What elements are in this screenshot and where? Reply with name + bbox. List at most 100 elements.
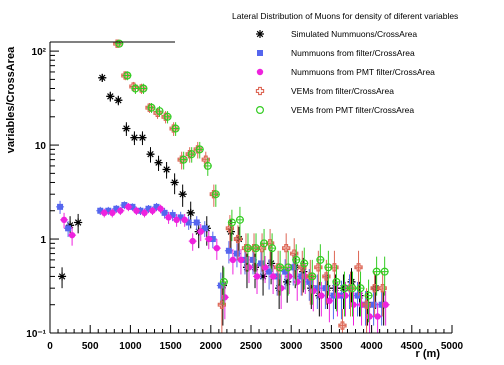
data-point bbox=[276, 250, 285, 296]
data-point bbox=[370, 271, 379, 317]
data-point bbox=[106, 91, 115, 102]
y-tick-label: 10² bbox=[32, 47, 47, 58]
data-point bbox=[196, 223, 205, 242]
data-point bbox=[160, 207, 169, 219]
data-point bbox=[252, 233, 261, 272]
data-point bbox=[340, 271, 349, 317]
y-tick-label: 1 bbox=[40, 235, 46, 246]
data-point bbox=[114, 95, 123, 106]
data-point bbox=[68, 226, 77, 246]
data-point bbox=[325, 286, 334, 323]
data-point bbox=[170, 173, 179, 195]
data-point bbox=[58, 267, 67, 289]
data-point bbox=[316, 244, 325, 286]
data-point bbox=[204, 230, 213, 250]
data-point bbox=[156, 204, 165, 214]
data-point bbox=[74, 213, 83, 234]
data-point bbox=[372, 256, 381, 296]
data-point bbox=[365, 302, 374, 333]
data-point bbox=[148, 206, 157, 216]
x-tick-label: 0 bbox=[47, 341, 53, 352]
data-point bbox=[147, 103, 156, 113]
data-point bbox=[314, 250, 323, 296]
data-point bbox=[219, 267, 228, 305]
data-point bbox=[380, 256, 389, 296]
data-point bbox=[373, 302, 382, 333]
data-point bbox=[364, 279, 373, 323]
x-axis-label: r (m) bbox=[416, 348, 441, 360]
x-tick-label: 3500 bbox=[320, 341, 343, 352]
data-point bbox=[130, 131, 139, 146]
data-point bbox=[268, 233, 277, 272]
data-point bbox=[290, 238, 299, 279]
x-tick-label: 500 bbox=[82, 341, 99, 352]
data-point bbox=[338, 309, 347, 333]
x-tick-label: 2500 bbox=[240, 341, 263, 352]
data-points bbox=[56, 39, 390, 333]
legend-label: VEMs from PMT filter/CrossArea bbox=[291, 105, 414, 115]
data-point bbox=[227, 209, 236, 242]
data-point bbox=[324, 250, 333, 296]
data-point bbox=[235, 206, 244, 240]
series-4 bbox=[113, 39, 387, 333]
data-point bbox=[64, 221, 73, 238]
data-point bbox=[108, 208, 117, 218]
data-point bbox=[211, 184, 220, 207]
data-point bbox=[192, 216, 201, 230]
data-point bbox=[293, 268, 302, 301]
data-point bbox=[300, 247, 309, 290]
y-ticks: 10⁻¹ 1 10 10² bbox=[26, 47, 59, 340]
data-point bbox=[277, 274, 286, 310]
legend-entry: Nummuons from filter/CrossArea bbox=[257, 48, 415, 58]
data-point bbox=[260, 228, 269, 266]
x-ticks: 0 500 1000 1500 2000 2500 3000 3500 4000 4500 5000 bbox=[47, 325, 464, 352]
data-point bbox=[309, 277, 318, 312]
data-point bbox=[212, 239, 221, 260]
y-axis-label: variables/CrossArea bbox=[5, 46, 17, 153]
data-point bbox=[308, 259, 317, 305]
data-point bbox=[232, 243, 241, 268]
data-point bbox=[98, 73, 107, 82]
x-tick-label: 1500 bbox=[159, 341, 182, 352]
data-point bbox=[132, 206, 141, 216]
x-tick-label: 1000 bbox=[119, 341, 142, 352]
data-point bbox=[139, 83, 148, 94]
data-point bbox=[195, 141, 204, 159]
series-5 bbox=[115, 39, 389, 323]
y-tick-label: 10 bbox=[35, 141, 47, 152]
data-point bbox=[100, 208, 109, 218]
y-tick-label: 10⁻¹ bbox=[26, 329, 46, 340]
data-point bbox=[138, 131, 147, 146]
data-point bbox=[116, 206, 125, 216]
data-point bbox=[124, 202, 133, 212]
data-point bbox=[244, 255, 253, 284]
data-point bbox=[164, 211, 173, 224]
data-point bbox=[269, 264, 278, 295]
data-point bbox=[178, 184, 187, 207]
legend-entry: Nummuons from PMT filter/CrossArea bbox=[256, 67, 435, 77]
data-point bbox=[155, 106, 164, 117]
x-tick-label: 2000 bbox=[200, 341, 223, 352]
data-point bbox=[292, 244, 301, 286]
data-point bbox=[200, 221, 209, 238]
legend-label: Nummuons from filter/CrossArea bbox=[291, 48, 415, 58]
data-point bbox=[123, 71, 132, 81]
data-point bbox=[172, 213, 181, 227]
data-point bbox=[253, 264, 262, 295]
data-point bbox=[56, 200, 65, 214]
data-point bbox=[131, 83, 140, 94]
data-point bbox=[162, 162, 171, 179]
data-point bbox=[188, 233, 197, 251]
data-point bbox=[243, 233, 252, 272]
x-tick-label: 4000 bbox=[360, 341, 383, 352]
legend-label: Nummuons from PMT filter/CrossArea bbox=[291, 67, 435, 77]
data-point bbox=[332, 264, 341, 312]
data-point bbox=[369, 290, 378, 326]
data-point bbox=[187, 147, 196, 163]
data-point bbox=[348, 271, 357, 317]
data-point bbox=[282, 233, 291, 272]
data-point bbox=[154, 155, 163, 171]
legend-label: VEMs from filter/CrossArea bbox=[291, 86, 394, 96]
